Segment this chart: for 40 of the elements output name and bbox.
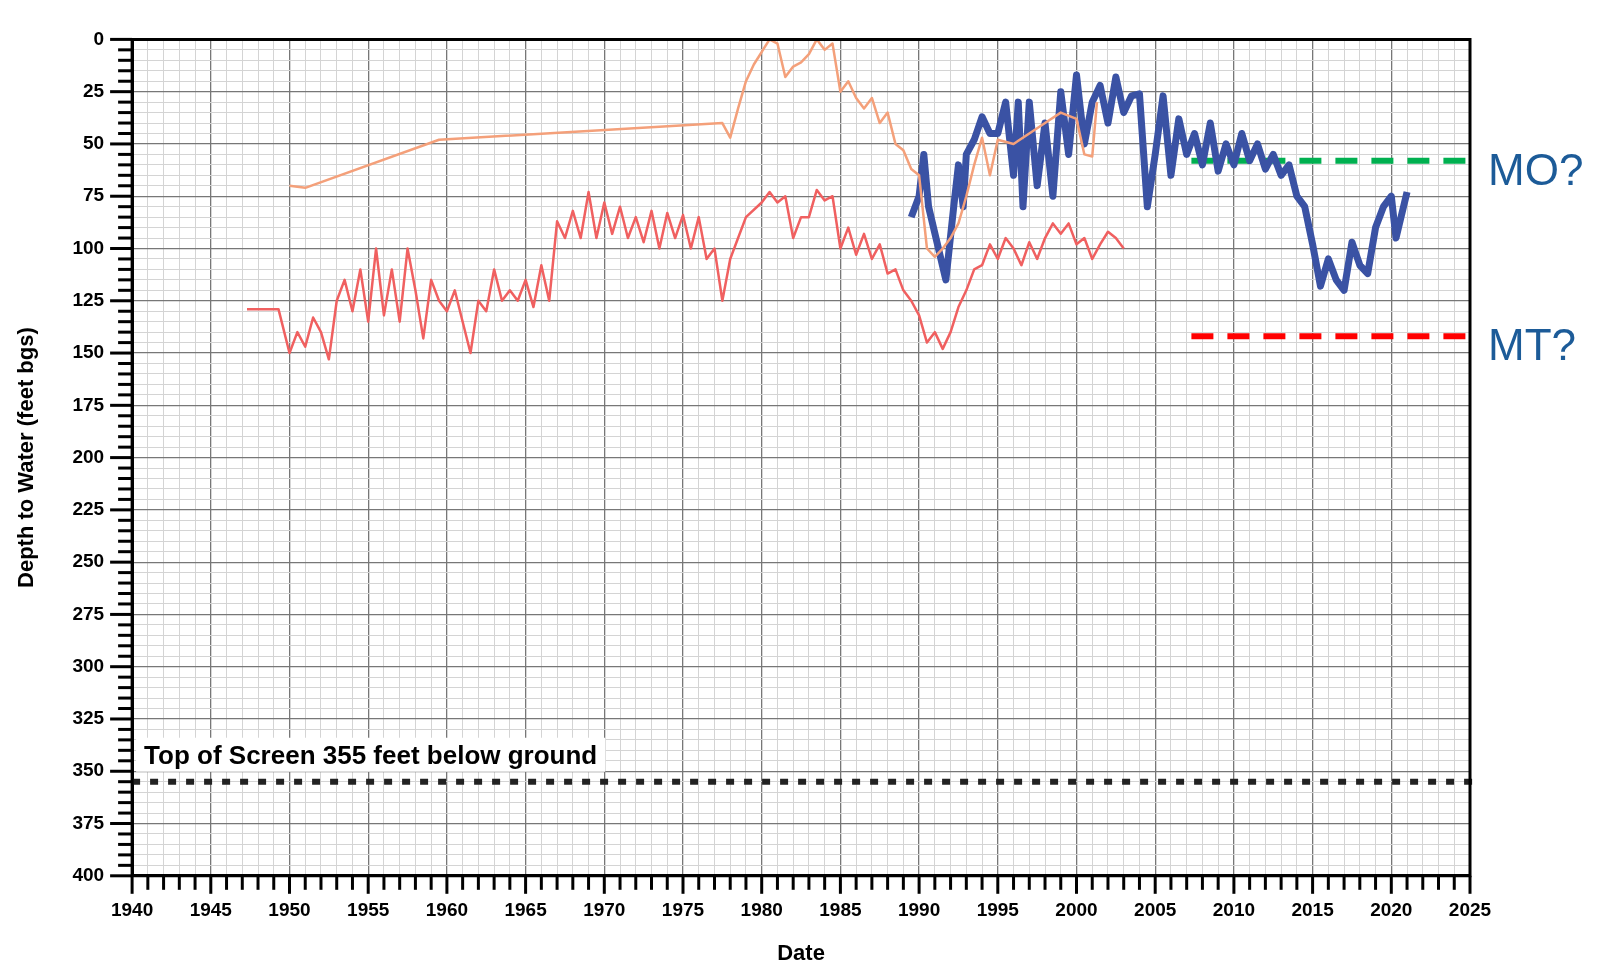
- y-tick-label: 175: [72, 393, 105, 415]
- y-tick-label: 125: [72, 289, 105, 311]
- y-tick-label: 225: [72, 498, 105, 520]
- y-tick-label: 150: [72, 341, 105, 363]
- y-tick-label: 350: [72, 759, 105, 781]
- x-tick-label: 1995: [976, 899, 1020, 921]
- x-tick-label: 1985: [819, 899, 862, 921]
- ref-line-label: Top of Screen 355 feet below ground: [144, 739, 598, 770]
- x-tick-label: 1980: [740, 899, 783, 921]
- x-tick-label: 1970: [583, 899, 626, 921]
- y-tick-label: 300: [72, 654, 105, 676]
- x-tick-label: 2025: [1448, 899, 1492, 921]
- x-tick-label: 2010: [1212, 899, 1256, 921]
- y-tick-label: 25: [82, 79, 105, 101]
- y-tick-label: 375: [72, 811, 105, 833]
- x-tick-label: 1960: [425, 899, 469, 921]
- y-tick-label: 200: [72, 445, 105, 467]
- y-tick-label: 50: [82, 132, 105, 154]
- y-tick-label: 325: [72, 707, 105, 729]
- y-tick-label: 0: [93, 27, 105, 49]
- x-tick-label: 1990: [897, 899, 941, 921]
- x-tick-label: 1945: [189, 899, 233, 921]
- x-tick-label: 2005: [1134, 899, 1177, 921]
- x-tick-label: 1950: [268, 899, 311, 921]
- x-axis-title: Date: [777, 939, 825, 965]
- x-tick-label: 1955: [347, 899, 390, 921]
- y-tick-label: 75: [82, 184, 105, 206]
- y-tick-label: 100: [72, 236, 105, 258]
- y-tick-label: 250: [72, 550, 105, 572]
- y-tick-label: 400: [72, 864, 105, 886]
- series-label: MO?: [1488, 144, 1584, 194]
- x-tick-label: 2000: [1055, 899, 1098, 921]
- series-label: MT?: [1488, 320, 1576, 370]
- x-tick-label: 2020: [1370, 899, 1413, 921]
- x-tick-label: 1965: [504, 899, 548, 921]
- x-tick-label: 1975: [661, 899, 705, 921]
- x-tick-label: 2015: [1291, 899, 1335, 921]
- y-tick-label: 275: [72, 602, 105, 624]
- x-tick-label: 1940: [110, 899, 154, 921]
- y-axis-title: Depth to Water (feet bgs): [13, 327, 39, 588]
